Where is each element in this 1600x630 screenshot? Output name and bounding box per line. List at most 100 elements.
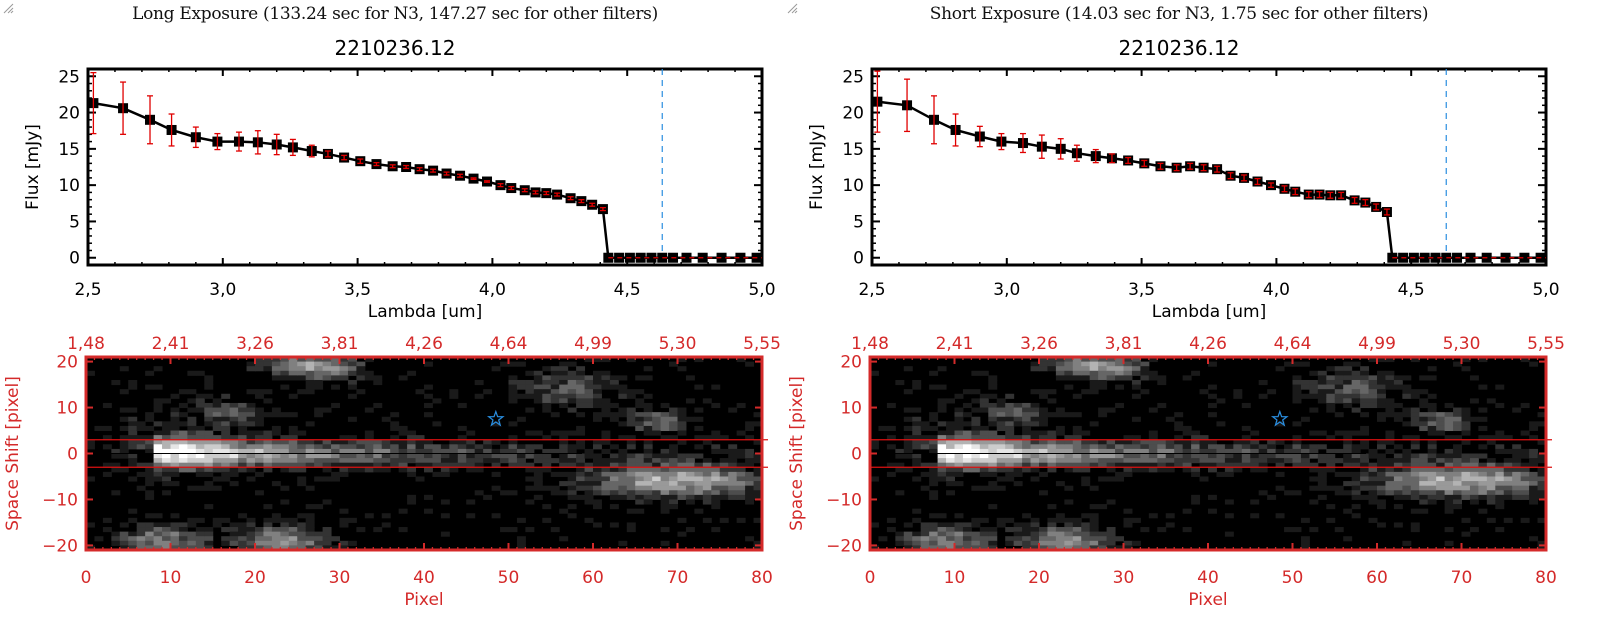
image-pixel [954, 545, 964, 551]
image-pixel [1224, 531, 1234, 537]
image-pixel [1537, 545, 1547, 551]
image-pixel [962, 435, 972, 441]
image-pixel [643, 490, 653, 496]
image-pixel [1081, 389, 1091, 395]
pixel-axis-label: Pixel [404, 590, 443, 610]
image-pixel [1039, 444, 1048, 450]
image-pixel [719, 476, 729, 482]
image-pixel [440, 444, 450, 450]
image-pixel [609, 402, 619, 409]
image-pixel [996, 458, 1006, 464]
image-pixel [1326, 448, 1336, 454]
image-pixel [187, 458, 197, 464]
image-pixel [1309, 453, 1319, 459]
image-pixel [1123, 508, 1133, 514]
image-pixel [1351, 444, 1361, 450]
image-pixel [1055, 458, 1065, 464]
image-pixel [305, 444, 315, 450]
image-pixel [1055, 361, 1065, 367]
image-pixel [618, 375, 628, 381]
image-pixel [1250, 467, 1260, 473]
short-exposure-panel: Short Exposure (14.03 sec for N3, 1.75 s… [784, 0, 1584, 630]
image-pixel [246, 361, 256, 367]
x-tick-label: 4,0 [1263, 280, 1290, 300]
image-pixel [1512, 485, 1522, 491]
image-pixel [178, 458, 188, 464]
image-pixel [1402, 393, 1412, 399]
image-pixel [1055, 425, 1065, 432]
image-pixel [728, 494, 738, 500]
image-pixel [1537, 485, 1547, 491]
image-pixel [1309, 407, 1319, 413]
image-pixel [1005, 476, 1015, 482]
image-pixel [593, 416, 602, 422]
resize-grip-icon[interactable] [784, 0, 798, 14]
image-pixel [508, 389, 518, 395]
image-pixel [1089, 453, 1099, 459]
resize-grip-icon[interactable] [0, 0, 14, 14]
image-pixel [669, 462, 678, 468]
image-pixel [946, 444, 955, 450]
image-pixel [609, 494, 619, 500]
image-pixel [440, 499, 450, 505]
image-pixel [946, 490, 955, 496]
image-pixel [937, 439, 947, 445]
image-pixel [1444, 425, 1454, 432]
image-pixel [1520, 453, 1530, 459]
shift-tick-label: −10 [826, 490, 862, 510]
image-pixel [424, 439, 433, 445]
image-pixel [1123, 540, 1133, 546]
image-pixel [111, 536, 121, 542]
image-pixel [635, 412, 645, 418]
image-pixel [1402, 540, 1412, 546]
image-pixel [1241, 444, 1251, 450]
image-pixel [136, 536, 146, 542]
image-pixel [1115, 370, 1124, 376]
image-pixel [288, 527, 298, 533]
image-pixel [533, 494, 543, 500]
image-pixel [280, 448, 290, 454]
image-pixel [1469, 490, 1479, 496]
image-pixel [1013, 421, 1023, 427]
image-pixel [1309, 389, 1319, 395]
image-pixel [516, 444, 526, 450]
image-pixel [903, 366, 913, 372]
image-pixel [1343, 375, 1353, 381]
image-pixel [719, 485, 729, 491]
image-pixel [1030, 453, 1040, 459]
image-pixel [1377, 467, 1386, 473]
image-pixel [567, 379, 577, 386]
image-pixel [1402, 481, 1412, 487]
image-pixel [660, 490, 670, 496]
image-pixel [652, 412, 662, 418]
image-pixel [1106, 499, 1116, 505]
image-pixel [1326, 384, 1336, 390]
image-pixel [593, 402, 602, 409]
image-pixel [1241, 448, 1251, 454]
image-pixel [390, 453, 400, 459]
image-pixel [263, 444, 273, 450]
image-pixel [297, 458, 307, 464]
image-pixel [962, 453, 972, 459]
image-pixel [263, 439, 273, 445]
image-pixel [1461, 412, 1471, 418]
image-pixel [373, 527, 383, 533]
image-pixel [170, 439, 180, 445]
image-pixel [221, 517, 231, 523]
image-pixel [1148, 375, 1158, 381]
image-pixel [1343, 384, 1353, 390]
image-pixel [1436, 425, 1446, 432]
image-pixel [567, 476, 577, 482]
image-pixel [1292, 439, 1302, 445]
image-pixel [204, 412, 214, 418]
image-pixel [1478, 435, 1488, 441]
image-pixel [609, 375, 619, 381]
image-pixel [170, 458, 180, 464]
image-pixel [221, 416, 231, 422]
image-pixel [929, 425, 939, 432]
image-pixel [946, 448, 955, 454]
image-pixel [1140, 389, 1150, 395]
image-pixel [979, 425, 989, 432]
image-pixel [895, 540, 905, 546]
image-pixel [187, 536, 197, 542]
